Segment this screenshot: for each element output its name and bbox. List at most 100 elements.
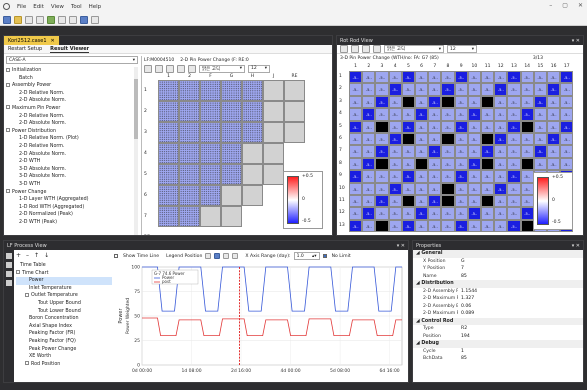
rod-cell[interactable]: -5.. <box>507 182 521 195</box>
rod-cell[interactable]: -5.. <box>375 71 389 84</box>
property-category[interactable]: ◢ Distribution <box>413 280 583 288</box>
assembly-cell[interactable] <box>179 206 200 227</box>
rod-cell[interactable]: -5.. <box>362 120 376 133</box>
reflector-cell[interactable] <box>284 122 305 143</box>
doc-tab-close-icon[interactable]: ✕ <box>50 37 55 44</box>
rod-cell[interactable]: -5.. <box>454 170 468 183</box>
rod-cell[interactable]: -5.. <box>349 207 363 220</box>
rod-cell[interactable]: -5.. <box>467 83 481 96</box>
rod-cell[interactable]: -5.. <box>441 157 455 171</box>
guide-tube-cell[interactable] <box>481 95 495 109</box>
rod-cell[interactable]: -5.. <box>481 170 495 183</box>
tree-item[interactable]: 2-D Relative Norm. <box>19 113 65 119</box>
rod-cell[interactable]: -5.. <box>388 207 402 220</box>
properties-pin-icon[interactable]: ▾ ✕ <box>571 242 580 249</box>
reflector-cell[interactable] <box>284 101 305 122</box>
rod-cell[interactable]: -5.. <box>494 145 508 158</box>
rod-cell[interactable]: -5.. <box>454 133 468 146</box>
process-remove-icon[interactable]: – <box>26 252 30 259</box>
rod-cell[interactable]: -5.. <box>560 71 574 84</box>
property-row[interactable]: 2-D Maximum Pin1.327 <box>423 296 475 301</box>
process-tree-item[interactable]: Outlet Temperature <box>16 292 112 300</box>
reflector-cell[interactable] <box>242 185 263 206</box>
assembly-cell[interactable] <box>158 101 179 122</box>
guide-tube-cell[interactable] <box>441 182 455 195</box>
process-tree-item[interactable]: Power <box>16 277 112 285</box>
rod-cell[interactable]: -5.. <box>547 83 561 96</box>
guide-tube-cell[interactable] <box>375 219 389 233</box>
rod-cell[interactable]: -5.. <box>349 219 363 233</box>
rod-cell[interactable]: -5.. <box>349 157 363 171</box>
property-row[interactable]: 2-D Assembly Pow1.1544 <box>423 288 478 294</box>
tree-item[interactable]: 3-D Absolute Norm. <box>19 174 67 180</box>
rod-cell[interactable]: -5.. <box>428 95 442 109</box>
expander-icon[interactable] <box>6 128 10 133</box>
rod-cell[interactable]: -5.. <box>441 207 455 220</box>
rod-cell[interactable]: -5.. <box>415 145 429 158</box>
rod-cell[interactable]: -5.. <box>507 133 521 146</box>
rod-cell[interactable]: -5.. <box>428 170 442 183</box>
tree-item[interactable]: Assembly Power <box>6 82 134 90</box>
rod-cell[interactable]: -5.. <box>401 170 415 183</box>
rod-cell[interactable]: -5.. <box>401 145 415 158</box>
legend-pos-2-icon[interactable] <box>214 253 221 259</box>
guide-tube-cell[interactable] <box>401 95 415 109</box>
collapse-icon[interactable]: ◢ <box>416 251 422 256</box>
time-chart-svg[interactable]: 100 75 50 25 00d 00:00 1d 08:00 2d 16:00 4d 00:… <box>114 261 408 383</box>
process-tree-item[interactable]: Peak Power Change <box>29 346 77 352</box>
rod-cell[interactable]: -5.. <box>560 133 574 146</box>
rod-cell[interactable]: -5.. <box>494 120 508 133</box>
collapse-icon[interactable]: ◢ <box>416 281 422 286</box>
property-row[interactable]: 2-D Assembly Burn0.06 <box>423 303 472 309</box>
assembly-cell[interactable] <box>158 143 179 164</box>
tree-item[interactable]: 3-D Absolute Norm. <box>19 166 67 172</box>
rod-grid-icon[interactable] <box>362 45 370 53</box>
rod-cell[interactable]: -5.. <box>401 207 415 220</box>
rod-cell[interactable]: -5.. <box>481 83 495 96</box>
rod-close-icon[interactable] <box>340 45 348 53</box>
rod-cell[interactable]: -5.. <box>520 195 534 208</box>
assembly-cell[interactable] <box>158 164 179 185</box>
rod-cell[interactable]: -5.. <box>520 71 534 84</box>
menu-edit[interactable]: Edit <box>33 3 44 10</box>
expander-icon[interactable] <box>25 292 29 297</box>
reflector-cell[interactable] <box>284 80 305 101</box>
tree-item[interactable]: 2-D Absolute Norm. <box>19 98 67 104</box>
process-delete-icon[interactable] <box>6 280 12 286</box>
assembly-cell[interactable] <box>221 80 242 101</box>
rod-cell[interactable]: -5.. <box>441 145 455 158</box>
menu-help[interactable]: Help <box>88 3 102 10</box>
process-tree-item[interactable]: Inlet Temperature <box>29 285 72 291</box>
rod-cell[interactable]: -5.. <box>349 83 363 96</box>
process-list-icon[interactable] <box>6 253 12 259</box>
rod-cell[interactable]: -5.. <box>507 83 521 96</box>
assembly-cell[interactable] <box>200 164 221 185</box>
guide-tube-cell[interactable] <box>375 120 389 133</box>
rod-cell[interactable]: -5.. <box>467 120 481 133</box>
menu-view[interactable]: View <box>50 3 64 10</box>
reflector-cell[interactable] <box>263 164 284 185</box>
rod-cell[interactable]: -5.. <box>481 182 495 195</box>
close-icon[interactable]: ✕ <box>577 2 583 9</box>
rod-cell[interactable]: -5.. <box>494 95 508 109</box>
process-tree-item[interactable]: Time Table <box>20 263 46 268</box>
rod-font-combo[interactable]: 맑은 고딕 ▾ <box>384 45 444 53</box>
rod-cell[interactable]: -5.. <box>349 170 363 183</box>
rod-cell[interactable]: -5.. <box>507 120 521 133</box>
rod-cell[interactable]: -5.. <box>533 120 547 133</box>
rod-cell[interactable]: -5.. <box>494 157 508 171</box>
rod-cell[interactable]: -5.. <box>454 120 468 133</box>
rod-cell[interactable]: -5.. <box>481 108 495 121</box>
property-row[interactable]: BchData 85 <box>423 356 467 361</box>
rod-cell[interactable]: -5.. <box>375 170 389 183</box>
case-combo[interactable]: CASE-A ▾ <box>6 56 138 64</box>
rod-cell[interactable]: -5.. <box>494 207 508 220</box>
property-row[interactable]: Name 85 <box>423 273 467 279</box>
property-row[interactable]: 2-D Maximum Pin0.089 <box>423 311 475 316</box>
rod-cell[interactable]: -5.. <box>494 195 508 208</box>
assembly-cell[interactable] <box>200 122 221 143</box>
save-icon[interactable] <box>25 15 33 24</box>
rod-cell[interactable]: -5.. <box>560 120 574 133</box>
assembly-cell[interactable] <box>200 143 221 164</box>
rod-cell[interactable]: -5.. <box>494 182 508 195</box>
